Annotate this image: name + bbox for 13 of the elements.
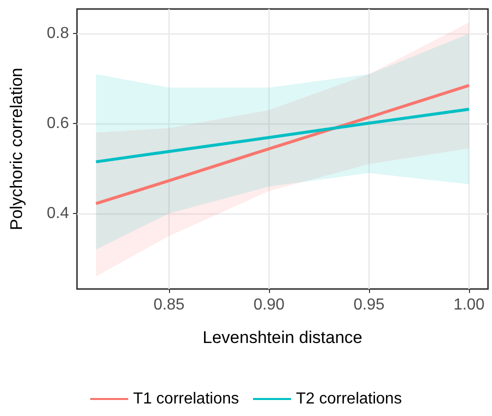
x-tick-label: 0.90 xyxy=(253,296,285,314)
x-tick-label: 1.00 xyxy=(453,296,485,314)
y-axis-title: Polychoric correlation xyxy=(7,68,26,230)
line-series xyxy=(94,84,470,206)
legend-label: T1 correlations xyxy=(133,390,240,408)
legend-label: T2 correlations xyxy=(296,390,402,408)
line-series xyxy=(94,108,470,164)
x-tick-label: 0.85 xyxy=(153,296,185,314)
x-tick-label: 0.95 xyxy=(353,296,385,314)
y-tick-label: 0.4 xyxy=(46,204,70,222)
x-axis-title: Levenshtein distance xyxy=(202,328,362,347)
y-tick-label: 0.8 xyxy=(46,25,70,42)
y-tick-label: 0.6 xyxy=(46,115,70,132)
